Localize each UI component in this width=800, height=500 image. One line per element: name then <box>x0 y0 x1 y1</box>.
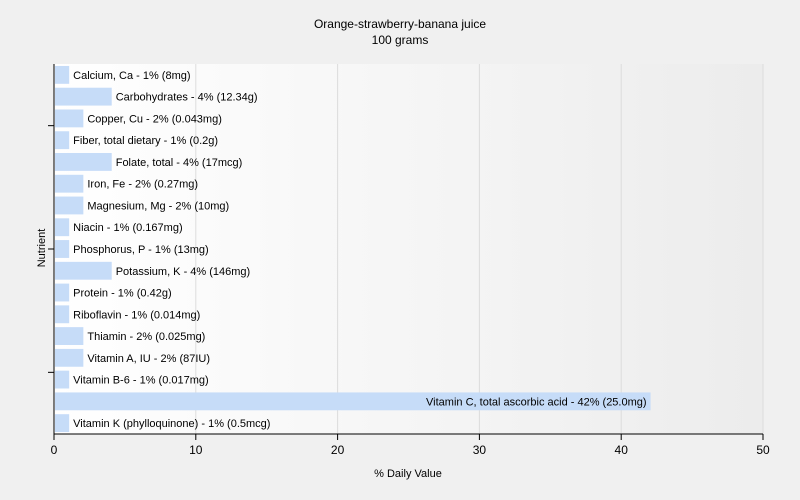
bar-label: Niacin - 1% (0.167mg) <box>73 222 182 234</box>
bar-label: Thiamin - 2% (0.025mg) <box>87 331 205 343</box>
plot-area <box>54 64 763 434</box>
axes: 0 10 20 30 40 50 <box>48 64 770 457</box>
gridlines <box>195 64 764 434</box>
bar <box>55 240 70 258</box>
x-axis-label: % Daily Value <box>374 468 442 480</box>
chart-title: Orange-strawberry-banana juice <box>314 17 486 31</box>
bar <box>55 327 84 345</box>
bar <box>55 109 84 128</box>
bar-label: Carbohydrates - 4% (12.34g) <box>116 92 258 104</box>
x-tick-label: 10 <box>189 443 203 457</box>
bar-label: Calcium, Ca - 1% (8mg) <box>73 70 190 82</box>
bar <box>55 261 112 280</box>
bar-label: Vitamin B-6 - 1% (0.017mg) <box>73 375 209 387</box>
chart-subtitle: 100 grams <box>372 33 429 47</box>
x-tick-label: 20 <box>331 443 345 457</box>
bar <box>55 65 70 84</box>
bar-label: Vitamin K (phylloquinone) - 1% (0.5mcg) <box>73 418 270 430</box>
bar <box>55 196 84 215</box>
bar-label: Potassium, K - 4% (146mg) <box>116 266 251 278</box>
bar-label: Magnesium, Mg - 2% (10mg) <box>87 200 229 212</box>
bar <box>55 392 651 411</box>
bar-label: Iron, Fe - 2% (0.27mg) <box>87 179 198 191</box>
bar <box>55 348 84 367</box>
bar-label: Folate, total - 4% (17mcg) <box>116 157 243 169</box>
bar <box>55 153 112 171</box>
x-tick-label: 40 <box>615 443 629 457</box>
bar <box>55 87 112 106</box>
bar <box>55 131 70 150</box>
x-tick-label: 50 <box>756 443 770 457</box>
bar-label: Vitamin C, total ascorbic acid - 42% (25… <box>426 396 647 408</box>
bar <box>55 414 70 433</box>
bar-label: Fiber, total dietary - 1% (0.2g) <box>73 135 218 147</box>
bar <box>55 283 70 302</box>
bars: Calcium, Ca - 1% (8mg) Carbohydrates - 4%… <box>55 65 651 433</box>
bar-label: Vitamin A, IU - 2% (87IU) <box>87 353 210 365</box>
bar-label: Riboflavin - 1% (0.014mg) <box>73 309 200 321</box>
x-tick-label: 30 <box>473 443 487 457</box>
bar <box>55 218 70 237</box>
bar-label: Copper, Cu - 2% (0.043mg) <box>87 113 222 125</box>
bar-label: Phosphorus, P - 1% (13mg) <box>73 244 209 256</box>
bar <box>55 305 70 324</box>
bar <box>55 174 84 193</box>
bar-label: Protein - 1% (0.42g) <box>73 288 171 300</box>
x-tick-label: 0 <box>51 443 58 457</box>
bar <box>55 370 70 389</box>
y-axis-label: Nutrient <box>36 229 48 268</box>
